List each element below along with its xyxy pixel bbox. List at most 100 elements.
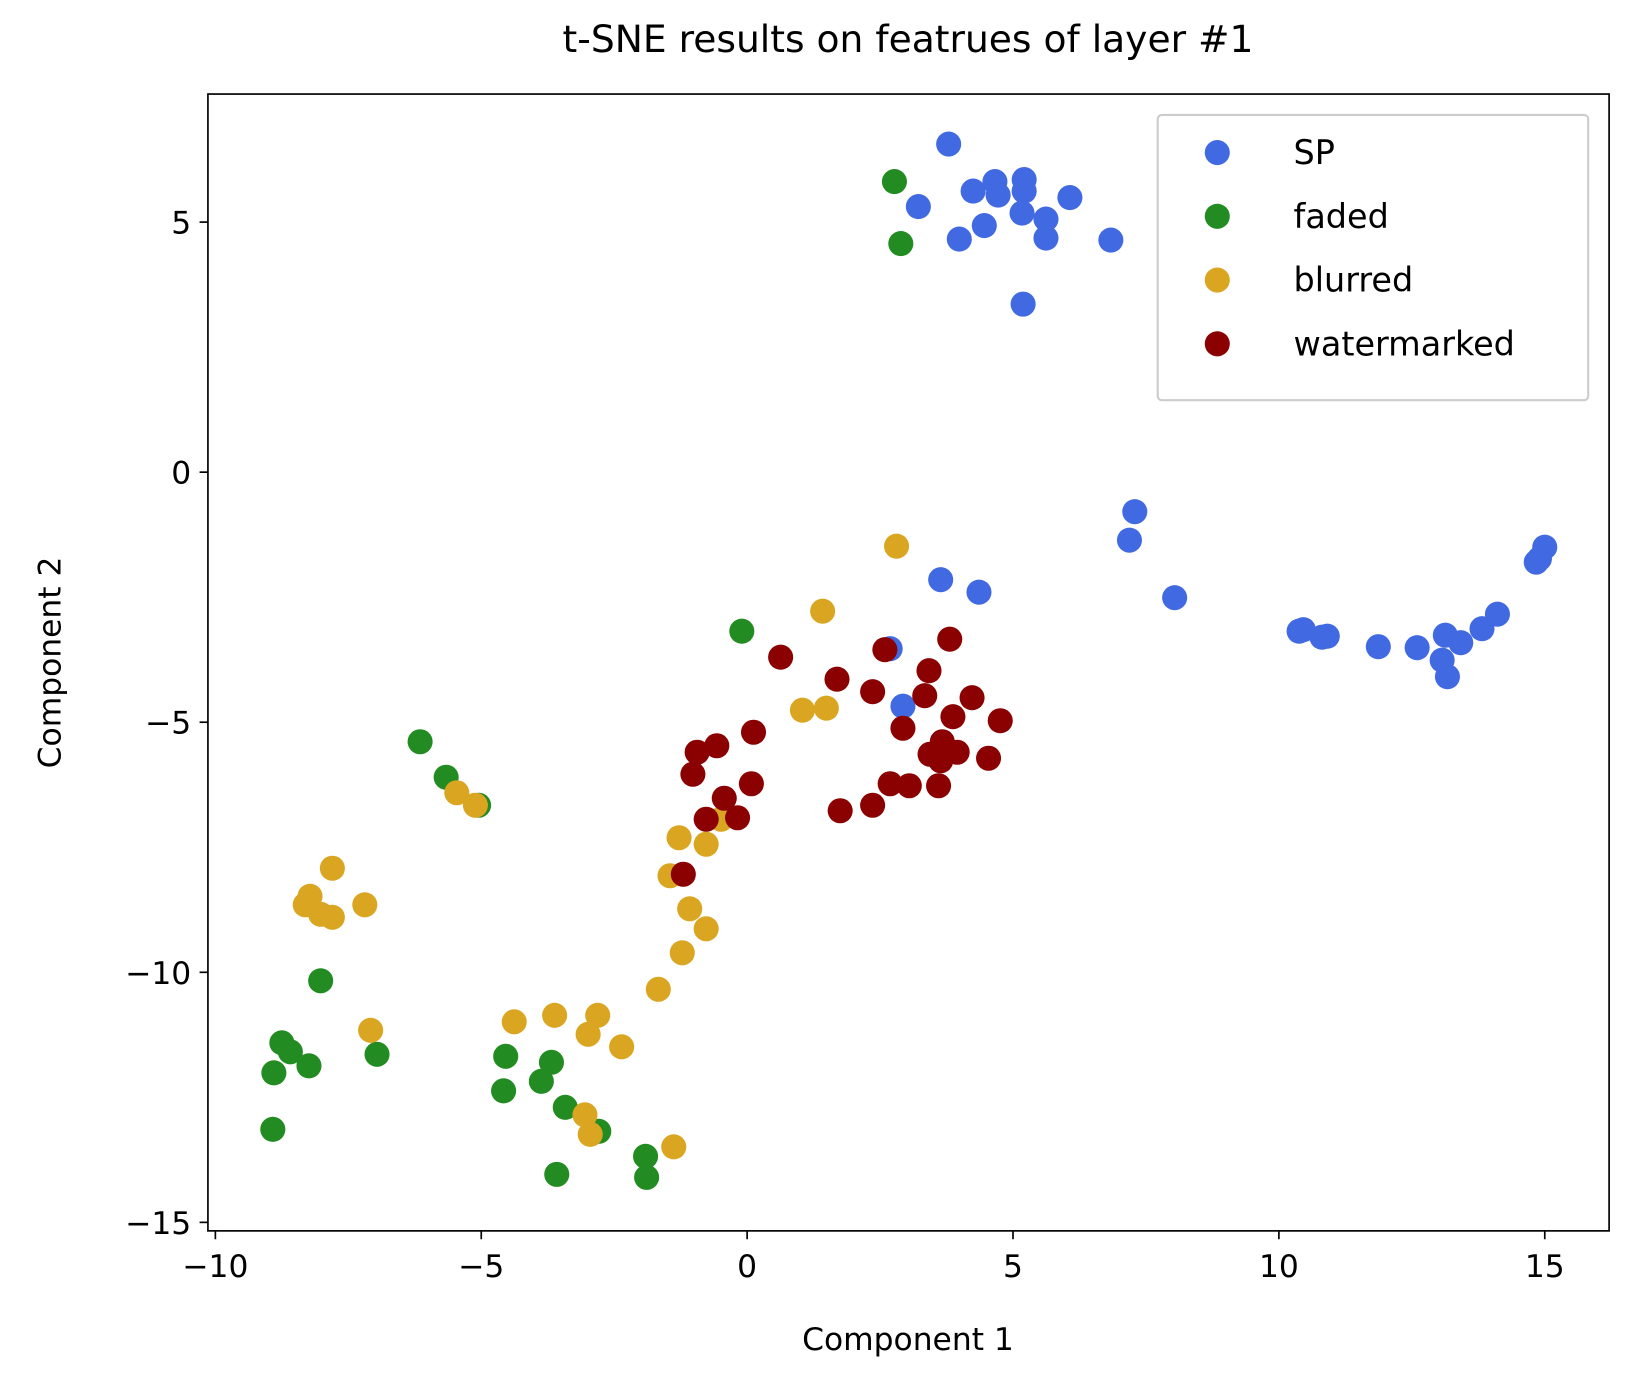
y-tick-label: 0 xyxy=(171,456,191,492)
point xyxy=(1162,585,1188,611)
x-tick-label: 15 xyxy=(1525,1249,1565,1285)
point xyxy=(296,1053,322,1079)
point xyxy=(768,644,794,670)
point xyxy=(1365,634,1391,660)
x-tick-label: 10 xyxy=(1259,1249,1299,1285)
point xyxy=(670,861,696,887)
plot-frame xyxy=(207,93,1610,1232)
point xyxy=(572,1102,598,1128)
point xyxy=(319,855,345,881)
point xyxy=(575,1021,601,1047)
x-tick-label: −10 xyxy=(182,1249,248,1285)
point xyxy=(693,916,719,942)
x-tick-label: −5 xyxy=(458,1249,504,1285)
point xyxy=(810,598,836,624)
point xyxy=(985,182,1011,208)
point xyxy=(491,1078,517,1104)
point xyxy=(528,1068,554,1094)
point xyxy=(960,178,986,204)
point xyxy=(1434,664,1460,690)
y-tick-label: −10 xyxy=(125,956,191,992)
y-tick-label: 5 xyxy=(171,206,191,242)
point xyxy=(693,831,719,857)
point xyxy=(634,1164,660,1190)
point xyxy=(661,1134,687,1160)
point xyxy=(1009,200,1035,226)
point xyxy=(905,194,931,220)
point xyxy=(544,1161,570,1187)
point xyxy=(940,704,966,730)
point xyxy=(881,169,907,195)
point xyxy=(538,1049,564,1075)
point xyxy=(888,231,914,257)
point xyxy=(577,1121,603,1147)
point xyxy=(407,729,433,755)
point xyxy=(1116,527,1142,553)
point xyxy=(987,708,1013,734)
point xyxy=(666,825,692,851)
point xyxy=(277,1039,303,1065)
legend-label: watermarked xyxy=(1294,324,1515,363)
point xyxy=(928,567,954,593)
y-axis-label: Component 2 xyxy=(33,557,69,769)
legend-marker xyxy=(1204,203,1230,229)
point xyxy=(1011,178,1037,204)
point xyxy=(1532,534,1558,560)
point xyxy=(966,579,992,605)
point xyxy=(1484,601,1510,627)
point xyxy=(1010,291,1036,317)
legend-label: blurred xyxy=(1294,261,1414,300)
point xyxy=(926,773,952,799)
chart-title: t-SNE results on featrues of layer #1 xyxy=(563,17,1254,61)
point xyxy=(552,1094,578,1120)
point xyxy=(684,739,710,765)
point xyxy=(1033,225,1059,251)
point xyxy=(358,1017,384,1043)
point xyxy=(729,618,755,644)
point xyxy=(711,785,737,811)
point xyxy=(261,1060,287,1086)
point xyxy=(1314,623,1340,649)
point xyxy=(633,1143,659,1169)
x-tick-label: 5 xyxy=(1003,1249,1023,1285)
point xyxy=(669,940,695,966)
point xyxy=(308,968,334,994)
point xyxy=(1033,206,1059,232)
point xyxy=(896,773,922,799)
point xyxy=(493,1043,519,1069)
point xyxy=(890,715,916,741)
point xyxy=(827,798,853,824)
point xyxy=(928,748,954,774)
legend-marker xyxy=(1204,331,1230,357)
x-axis-label: Component 1 xyxy=(802,1322,1014,1358)
point xyxy=(585,1002,611,1028)
point xyxy=(860,792,886,818)
point xyxy=(645,976,671,1002)
point xyxy=(937,626,963,652)
point xyxy=(1404,635,1430,661)
point xyxy=(677,896,703,922)
x-tick-label: 0 xyxy=(737,1249,757,1285)
point xyxy=(352,892,378,918)
legend-marker xyxy=(1204,267,1230,293)
point xyxy=(1057,185,1083,211)
point xyxy=(609,1034,635,1060)
point xyxy=(916,658,942,684)
y-tick-label: −5 xyxy=(145,706,191,742)
point xyxy=(319,904,345,930)
point xyxy=(740,719,767,745)
point xyxy=(693,806,719,832)
point xyxy=(946,226,972,252)
point xyxy=(884,533,910,559)
point xyxy=(789,697,815,723)
series-points xyxy=(292,533,910,1160)
series-points xyxy=(670,626,1013,887)
series-points xyxy=(877,131,1558,719)
point xyxy=(912,683,938,709)
point xyxy=(860,679,886,705)
legend-label: faded xyxy=(1294,197,1389,236)
point xyxy=(890,693,916,719)
point xyxy=(260,1116,286,1142)
